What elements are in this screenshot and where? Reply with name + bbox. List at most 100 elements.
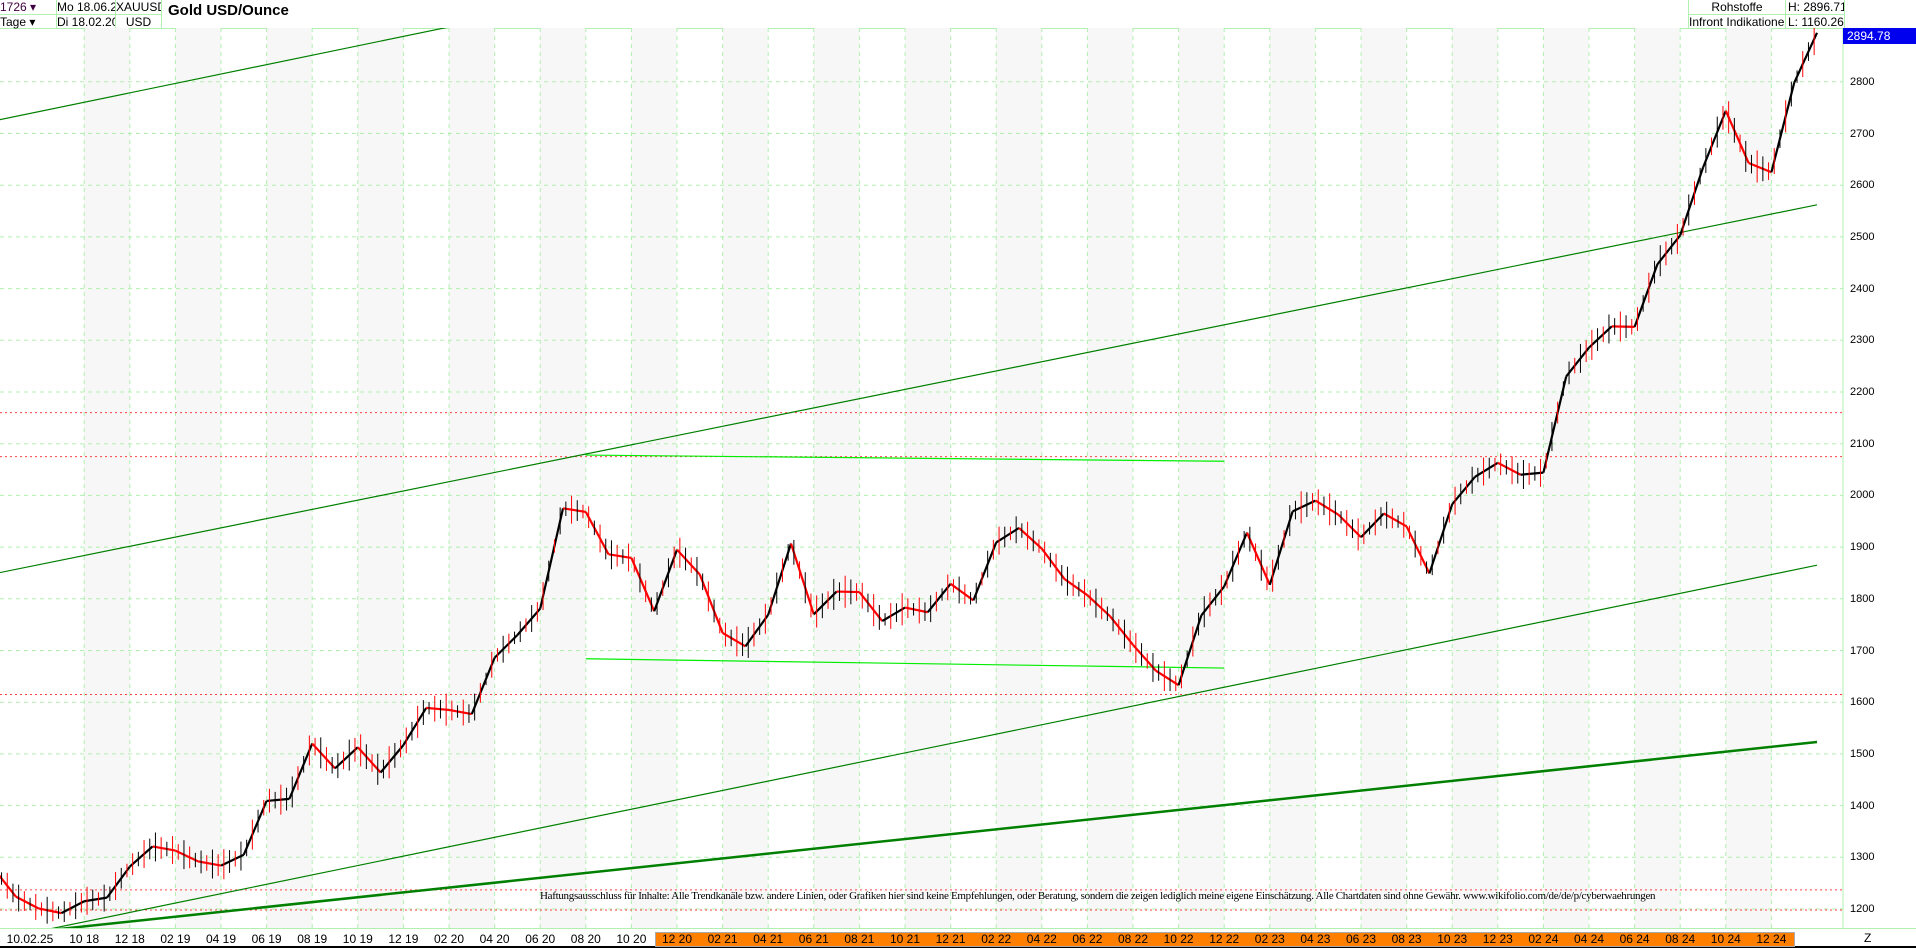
background-band [357,28,404,928]
price-segment [926,583,952,613]
y-tick-label: 1500 [1850,747,1875,760]
x-tick-label: 12 20 [661,932,693,946]
y-tick-label: 2800 [1850,75,1875,88]
y-tick-label: 1700 [1850,644,1875,657]
price-segment [1405,525,1431,574]
x-tick-label: 10 18 [69,932,100,946]
y-tick-label: 2100 [1850,437,1875,450]
background-band [1725,28,1772,928]
x-tick-label: 08 21 [844,932,875,946]
y-tick-label: 1400 [1850,799,1875,812]
y-tick-label: 2600 [1850,179,1875,192]
background-band [84,28,130,928]
price-segment [1155,669,1180,687]
x-tick-label: 02 22 [981,932,1012,946]
x-start-label: 10.02.25 [6,932,54,946]
price-segment [1086,594,1111,618]
y-tick-label: 1800 [1850,592,1875,605]
price-segment [1656,234,1682,265]
price-segment [744,614,770,648]
price-segment [1109,615,1134,646]
x-tick-label: 04 21 [753,932,784,946]
price-segment [448,708,473,716]
y-tick-label: 2300 [1850,334,1875,347]
price-segment [1793,32,1819,84]
x-tick-label: 06 20 [525,932,556,946]
price-segment [836,590,860,594]
x-tick-label: 04 24 [1573,932,1605,946]
y-tick-label: 2700 [1850,127,1875,140]
y-tick-label: 2200 [1850,386,1875,398]
price-segment [493,634,519,659]
price-segment [1679,167,1705,236]
price-segment [1588,325,1613,349]
axis-end-label[interactable]: Z [1864,931,1872,945]
x-tick-label: 04 20 [479,932,510,946]
y-tick-label: 2500 [1850,230,1875,243]
price-segment [676,548,701,576]
price-segment [1701,110,1727,169]
x-tick-label: 12 24 [1756,932,1787,946]
bars-count-dropdown[interactable]: 1726 ▾ [0,0,57,14]
x-tick-label: 06 19 [251,932,282,946]
price-segment [1497,461,1522,476]
price-segment [1200,585,1226,617]
price-segment [174,849,199,863]
category: Rohstoffe [1688,0,1786,14]
x-tick-label: 02 19 [160,932,191,946]
x-tick-label: 12 21 [935,932,966,946]
x-axis: Z 10.02.25 10 18 12 18 02 19 04 19 06 19 08 19… [0,928,1916,948]
price-segment [1611,325,1635,328]
x-tick-label: 06 23 [1345,932,1377,946]
price-segment [1292,499,1316,513]
background-band [1361,28,1407,928]
price-segment [129,845,154,868]
symbol: XAUUSD [116,0,162,14]
x-tick-label: 08 20 [570,932,601,946]
x-tick-label: 12 18 [114,932,145,946]
end-date[interactable]: Di 18.02.2025 [57,14,116,29]
price-segment [60,900,85,915]
price-segment [15,895,40,910]
disclaimer: Haftungsausschluss für Inhalte: Alle Tre… [540,890,1656,902]
background-band [1634,28,1681,928]
period-dropdown[interactable]: Tage ▾ [0,14,57,29]
x-tick-label: 02 24 [1528,932,1559,946]
background-band [905,28,951,928]
price-segment [972,542,998,601]
x-tick-label: 10 20 [616,932,647,946]
price-segment [1724,110,1750,164]
x-tick-label: 08 24 [1665,932,1696,946]
price-segment [516,607,542,636]
price-segment [904,606,929,614]
time-highlight-band [655,932,1796,947]
price-segment [220,853,245,867]
price-segment [1040,547,1066,580]
price-segment [1565,346,1590,378]
price-segment [1383,512,1408,528]
price-segment [1268,511,1294,586]
start-date[interactable]: Mo 18.06.2018 [57,0,116,14]
price-chart[interactable] [0,28,1916,928]
price-segment [1245,532,1271,586]
price-segment [539,508,565,609]
price-segment [1748,161,1772,174]
currency: USD [116,14,162,29]
background-band [540,28,586,928]
price-segment [152,845,176,852]
x-tick-label: 08 23 [1391,932,1422,946]
background-band [175,28,222,928]
high-value: H: 2896.71 [1788,0,1845,14]
x-tick-label: 02 21 [707,932,738,946]
x-tick-label: 06 22 [1072,932,1103,946]
background-band [996,28,1042,928]
price-segment [288,743,314,800]
y-tick-label: 1900 [1850,541,1875,554]
price-segment [106,865,131,899]
price-segment [402,707,428,746]
trendline [585,454,1225,462]
price-segment [653,549,679,612]
price-segment [426,706,450,712]
background-band [1087,28,1134,928]
x-tick-label: 12 19 [388,932,419,946]
